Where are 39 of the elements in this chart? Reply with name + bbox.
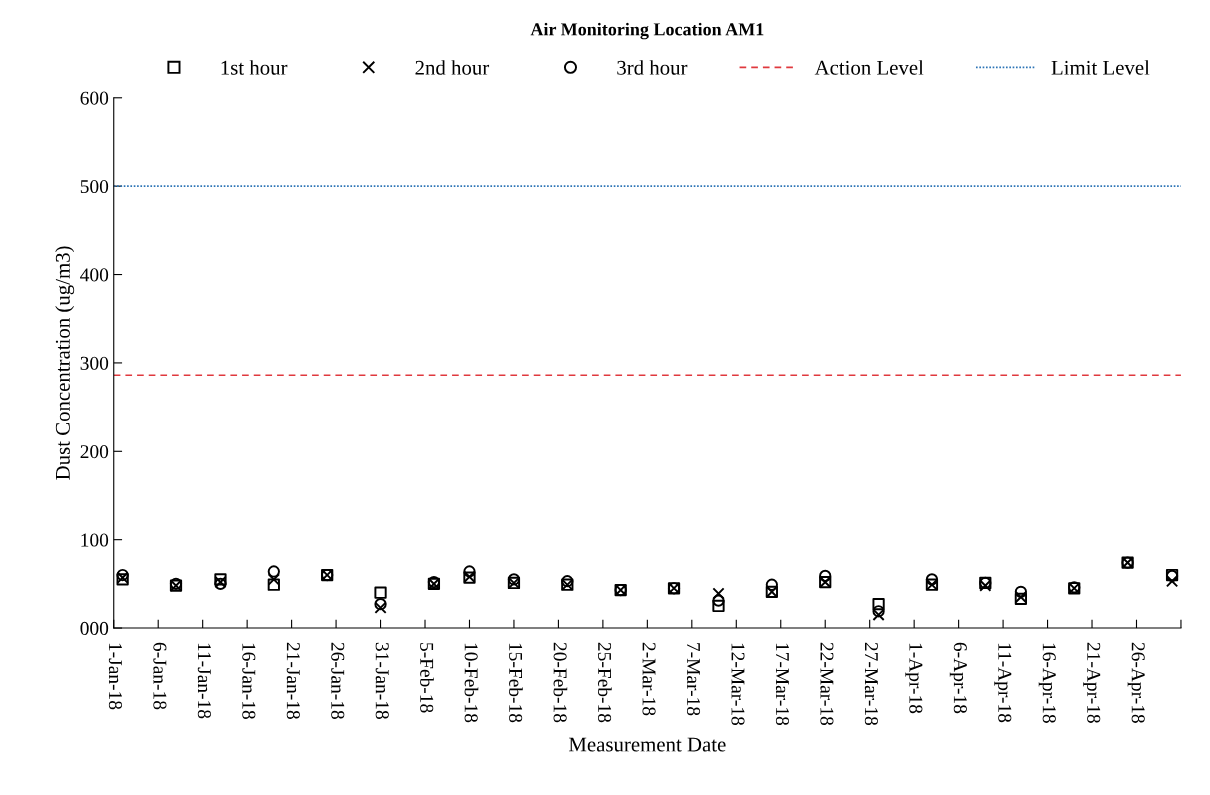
- x-tick-label: 1-Apr-18: [905, 643, 923, 714]
- y-tick-label: 600: [80, 91, 109, 105]
- chart-title: Air Monitoring Location AM1: [530, 22, 764, 40]
- x-tick-label: 26-Apr-18: [1127, 642, 1145, 723]
- x-tick-label: 1-Jan-18: [108, 643, 122, 710]
- y-tick-label: 500: [80, 179, 109, 194]
- legend-label: 1st hour: [221, 60, 288, 75]
- x-tick-label: 27-Mar-18: [864, 642, 878, 726]
- x-tick-label: 17-Mar-18: [775, 643, 790, 726]
- y-tick-label: 200: [80, 445, 109, 459]
- x-tick-label: 20-Feb-18: [553, 642, 568, 723]
- legend-label: 2nd hour: [415, 60, 490, 75]
- x-tick-label: 11-Apr-18: [994, 643, 1012, 723]
- x-tick-label: 21-Jan-18: [286, 642, 300, 719]
- x-tick-label: 6-Jan-18: [153, 642, 167, 710]
- y-tick-label: 100: [81, 533, 109, 547]
- x-axis-title: Measurement Date: [568, 737, 726, 752]
- x-tick-label: 7-Mar-18: [686, 643, 701, 716]
- x-tick-label: 10-Feb-18: [464, 643, 479, 723]
- x-tick-label: 6-Apr-18: [949, 642, 967, 714]
- legend-label: 3rd hour: [617, 60, 688, 75]
- y-axis-title: Dust Concentration (ug/m3): [55, 246, 75, 480]
- x-tick-label: 5-Feb-18: [420, 643, 434, 713]
- x-tick-label: 15-Feb-18: [509, 643, 523, 723]
- x-tick-label: 16-Apr-18: [1038, 643, 1056, 723]
- legend-label: Limit Level: [1051, 60, 1150, 75]
- x-tick-label: 11-Jan-18: [197, 643, 211, 719]
- x-tick-label: 25-Feb-18: [598, 642, 612, 723]
- y-tick-label: 400: [80, 268, 109, 282]
- x-tick-label: 22-Mar-18: [820, 642, 834, 726]
- x-tick-label: 16-Jan-18: [242, 643, 256, 719]
- legend-label: Action Level: [814, 60, 924, 75]
- x-tick-label: 21-Apr-18: [1083, 642, 1101, 723]
- x-tick-label: 12-Mar-18: [731, 643, 745, 726]
- x-tick-label: 2-Mar-18: [642, 642, 656, 716]
- y-tick-label: 300: [80, 356, 109, 370]
- y-tick-label: 000: [80, 621, 109, 635]
- x-tick-label: 31-Jan-18: [375, 642, 389, 719]
- x-tick-label: 26-Jan-18: [331, 642, 345, 719]
